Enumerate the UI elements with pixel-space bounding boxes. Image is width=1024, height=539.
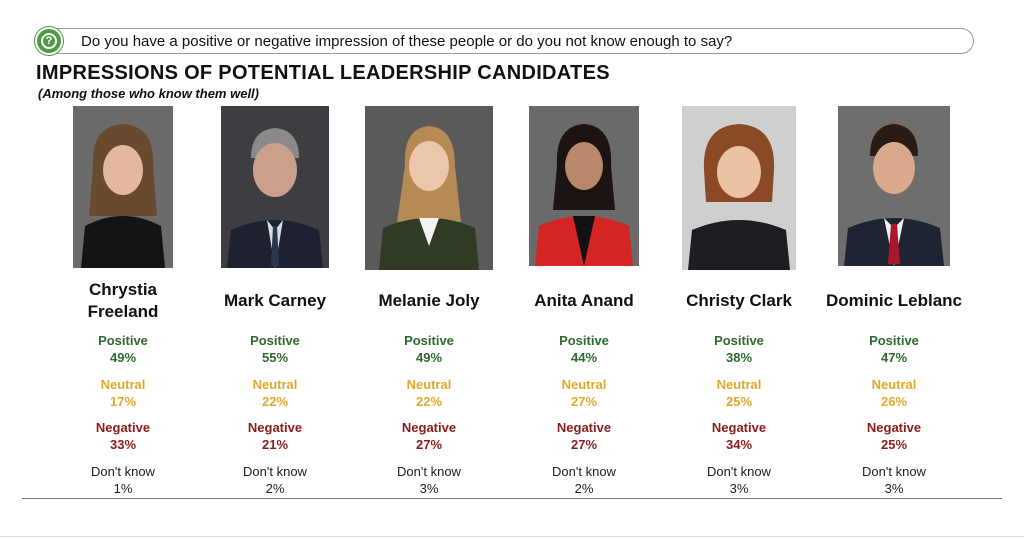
neutral-label: Neutral — [871, 377, 917, 392]
dontknow-stat: Don't know 3% — [359, 463, 499, 497]
positive-value: 44% — [570, 350, 598, 365]
negative-value: 21% — [261, 437, 289, 452]
candidate-name: Anita Anand — [534, 291, 634, 310]
positive-stat: Positive 47% — [824, 332, 964, 366]
positive-value: 49% — [415, 350, 443, 365]
neutral-stat: Neutral 17% — [53, 376, 193, 410]
neutral-value: 25% — [725, 394, 753, 409]
negative-stat: Negative 34% — [669, 419, 809, 453]
positive-stat: Positive 38% — [669, 332, 809, 366]
negative-stat: Negative 27% — [359, 419, 499, 453]
candidate-photo — [365, 106, 493, 270]
neutral-value: 27% — [570, 394, 598, 409]
dontknow-label: Don't know — [862, 464, 926, 479]
negative-label: Negative — [401, 420, 457, 435]
candidate-column: Dominic Leblanc Positive 47% Neutral 26% N… — [824, 106, 964, 496]
positive-label: Positive — [714, 333, 764, 348]
negative-value: 34% — [725, 437, 753, 452]
neutral-label: Neutral — [100, 377, 146, 392]
neutral-value: 17% — [109, 394, 137, 409]
dontknow-stat: Don't know 2% — [514, 463, 654, 497]
negative-label: Negative — [556, 420, 612, 435]
positive-label: Positive — [404, 333, 454, 348]
dontknow-value: 3% — [729, 481, 749, 496]
candidate-photo — [221, 106, 329, 268]
candidate-column: Melanie Joly Positive 49% Neutral 22% Nega… — [359, 106, 499, 496]
page-edge-line — [0, 536, 1024, 537]
dontknow-stat: Don't know 3% — [824, 463, 964, 497]
negative-label: Negative — [711, 420, 767, 435]
candidate-name: Melanie Joly — [378, 291, 480, 310]
positive-value: 38% — [725, 350, 753, 365]
negative-value: 27% — [570, 437, 598, 452]
dontknow-stat: Don't know 2% — [205, 463, 345, 497]
candidate-name: Chrystia Freeland — [87, 280, 159, 321]
candidate-name: Christy Clark — [686, 291, 792, 310]
dontknow-label: Don't know — [552, 464, 616, 479]
candidate-column: Chrystia Freeland Positive 49% Neutral 17%… — [53, 106, 193, 496]
candidate-column: Mark Carney Positive 55% Neutral 22% Negat… — [205, 106, 345, 496]
dontknow-value: 2% — [265, 481, 285, 496]
positive-stat: Positive 44% — [514, 332, 654, 366]
dontknow-label: Don't know — [91, 464, 155, 479]
neutral-value: 22% — [261, 394, 289, 409]
neutral-value: 26% — [880, 394, 908, 409]
neutral-stat: Neutral 27% — [514, 376, 654, 410]
candidate-photo — [838, 106, 950, 266]
negative-label: Negative — [866, 420, 922, 435]
candidate-column: Anita Anand Positive 44% Neutral 27% Negat… — [514, 106, 654, 496]
dontknow-stat: Don't know 3% — [669, 463, 809, 497]
candidate-photo — [529, 106, 639, 266]
positive-label: Positive — [250, 333, 300, 348]
neutral-stat: Neutral 22% — [205, 376, 345, 410]
question-icon: ? — [35, 27, 63, 55]
neutral-label: Neutral — [406, 377, 452, 392]
negative-value: 27% — [415, 437, 443, 452]
positive-label: Positive — [98, 333, 148, 348]
negative-value: 25% — [880, 437, 908, 452]
question-bar: ? Do you have a positive or negative imp… — [35, 27, 974, 55]
positive-stat: Positive 55% — [205, 332, 345, 366]
negative-label: Negative — [95, 420, 151, 435]
bottom-divider — [22, 498, 1002, 499]
neutral-value: 22% — [415, 394, 443, 409]
neutral-stat: Neutral 25% — [669, 376, 809, 410]
dontknow-value: 2% — [574, 481, 594, 496]
candidate-name: Mark Carney — [223, 291, 327, 310]
negative-stat: Negative 25% — [824, 419, 964, 453]
dontknow-value: 3% — [419, 481, 439, 496]
negative-stat: Negative 21% — [205, 419, 345, 453]
dontknow-value: 1% — [113, 481, 133, 496]
chart-title: IMPRESSIONS OF POTENTIAL LEADERSHIP CAND… — [36, 62, 610, 84]
neutral-label: Neutral — [716, 377, 762, 392]
negative-stat: Negative 27% — [514, 419, 654, 453]
positive-value: 49% — [109, 350, 137, 365]
dontknow-label: Don't know — [397, 464, 461, 479]
question-text: Do you have a positive or negative impre… — [81, 33, 733, 50]
negative-value: 33% — [109, 437, 137, 452]
candidate-photo — [682, 106, 796, 270]
positive-label: Positive — [869, 333, 919, 348]
candidate-photo — [73, 106, 173, 268]
positive-value: 47% — [880, 350, 908, 365]
neutral-stat: Neutral 22% — [359, 376, 499, 410]
neutral-label: Neutral — [252, 377, 298, 392]
positive-stat: Positive 49% — [359, 332, 499, 366]
dontknow-value: 3% — [884, 481, 904, 496]
dontknow-label: Don't know — [707, 464, 771, 479]
neutral-stat: Neutral 26% — [824, 376, 964, 410]
positive-value: 55% — [261, 350, 289, 365]
dontknow-label: Don't know — [243, 464, 307, 479]
dontknow-stat: Don't know 1% — [53, 463, 193, 497]
candidate-name: Dominic Leblanc — [825, 291, 963, 310]
candidate-column: Christy Clark Positive 38% Neutral 25% Neg… — [669, 106, 809, 496]
positive-label: Positive — [559, 333, 609, 348]
negative-stat: Negative 33% — [53, 419, 193, 453]
negative-label: Negative — [247, 420, 303, 435]
chart-subtitle: (Among those who know them well) — [38, 86, 259, 101]
neutral-label: Neutral — [561, 377, 607, 392]
positive-stat: Positive 49% — [53, 332, 193, 366]
